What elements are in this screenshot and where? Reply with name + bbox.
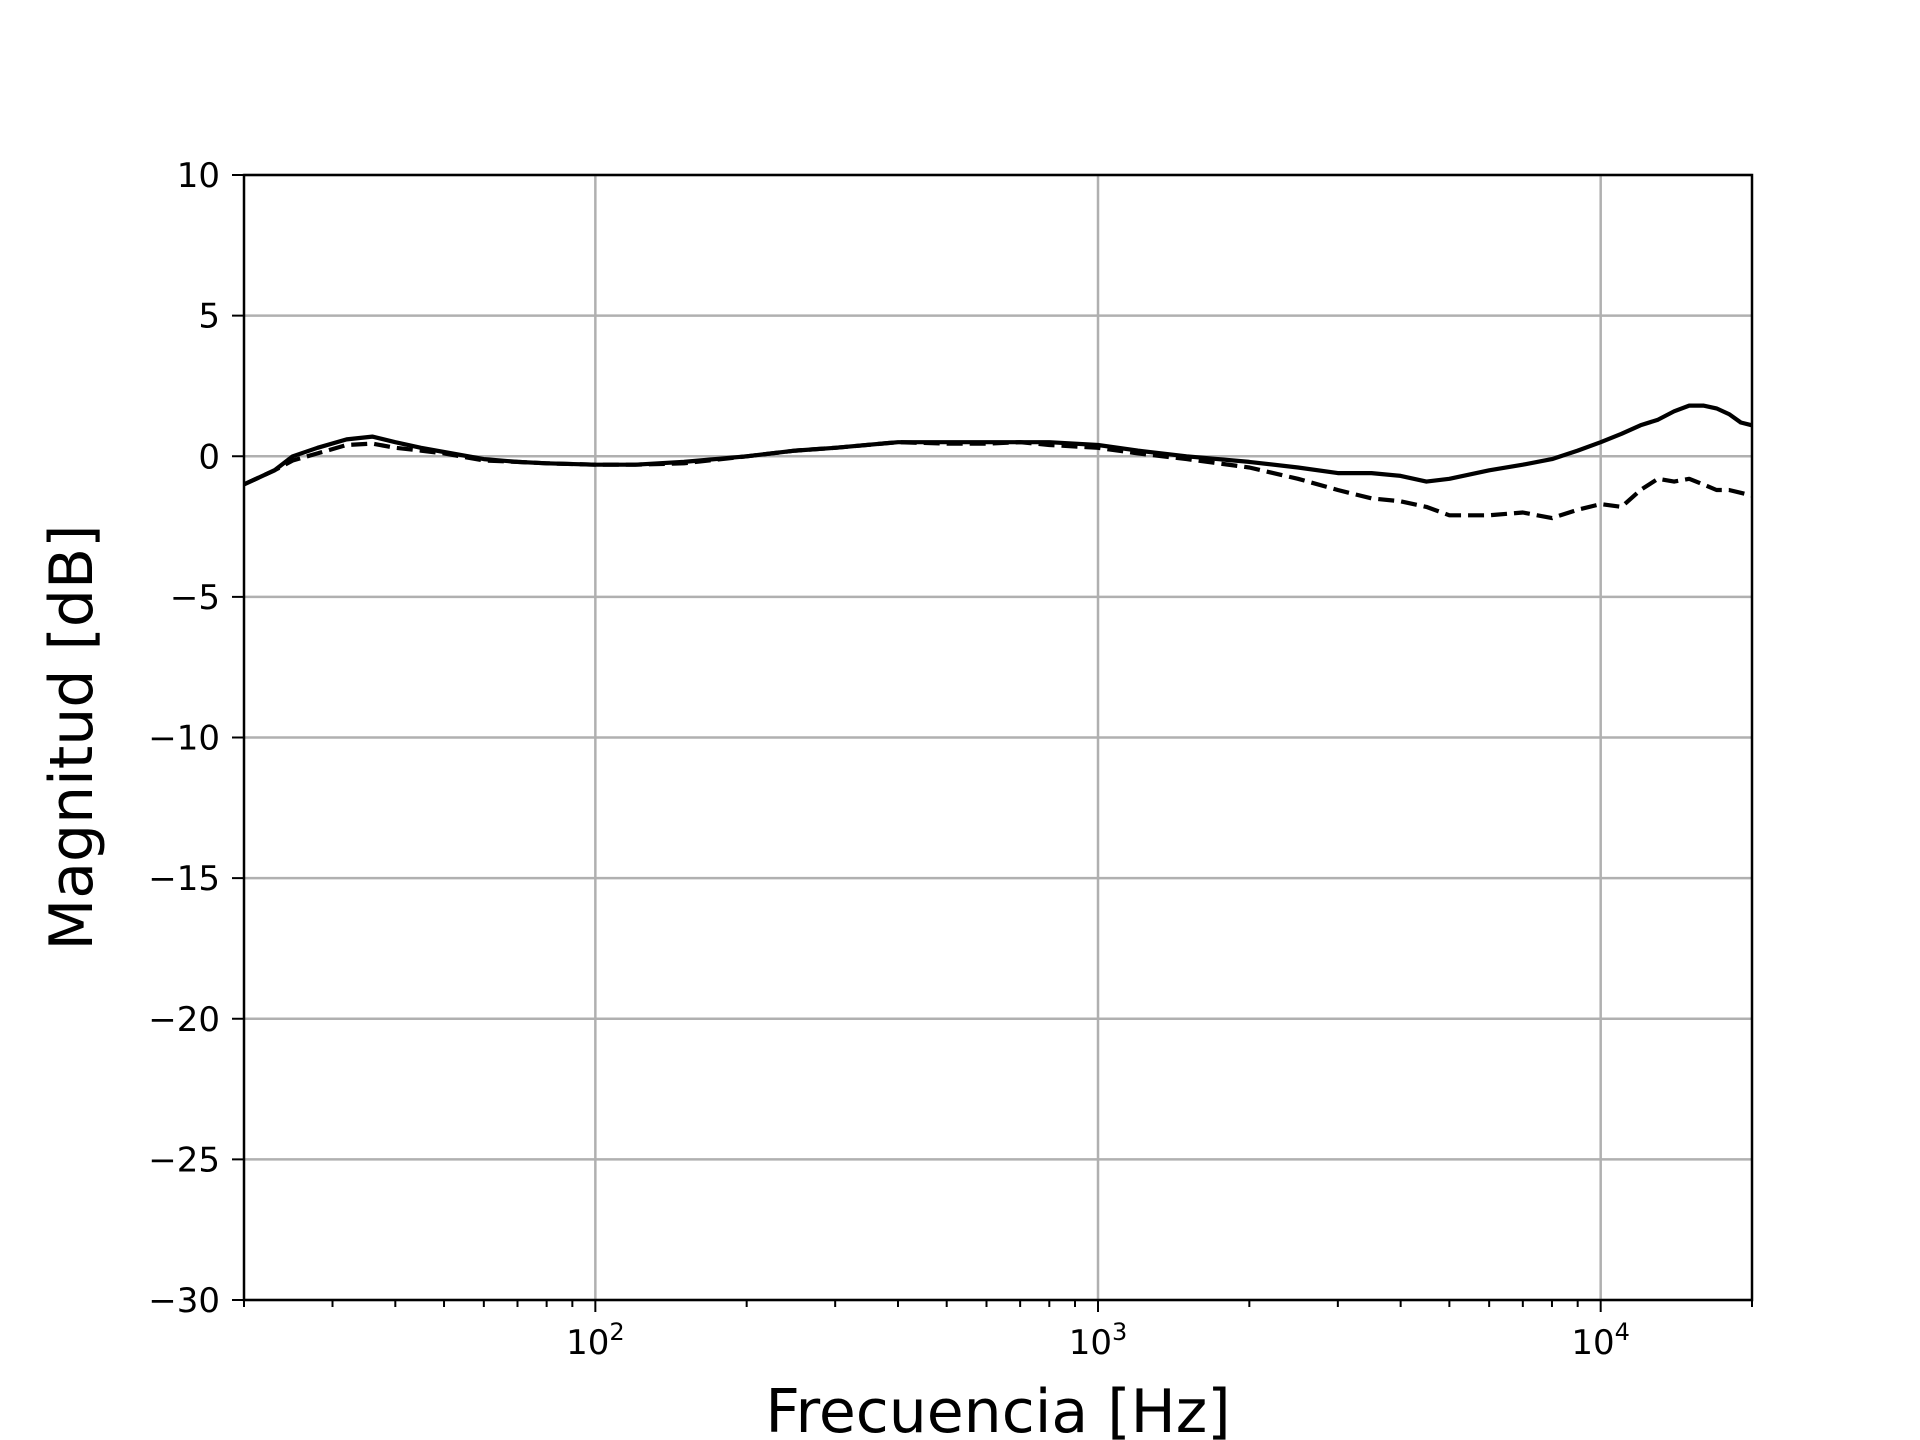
- y-tick-label: 10: [177, 156, 220, 196]
- series-group: [243, 403, 1753, 521]
- y-axis-title: Magnitud [dB]: [37, 524, 107, 950]
- x-tick-label: 103: [1069, 1318, 1128, 1363]
- dashed-series-line: [243, 440, 1753, 521]
- y-tick-label: −10: [148, 719, 220, 759]
- x-tick-label: 104: [1571, 1318, 1630, 1363]
- y-tick-label: 0: [198, 437, 220, 477]
- y-tick-label: −30: [148, 1281, 220, 1321]
- x-tick-label: 102: [566, 1318, 625, 1363]
- y-tick-label: −15: [148, 859, 220, 899]
- ticks: 10 5 0 −5 −10 −15 −20 −25 −30 102 103 104: [148, 156, 1753, 1363]
- y-tick-label: −20: [148, 1000, 220, 1040]
- x-axis-title: Frecuencia [Hz]: [765, 1377, 1230, 1440]
- y-tick-label: −25: [148, 1140, 220, 1180]
- y-tick-label: 5: [198, 297, 220, 337]
- y-tick-label: −5: [170, 578, 220, 618]
- solid-series-line: [243, 403, 1753, 487]
